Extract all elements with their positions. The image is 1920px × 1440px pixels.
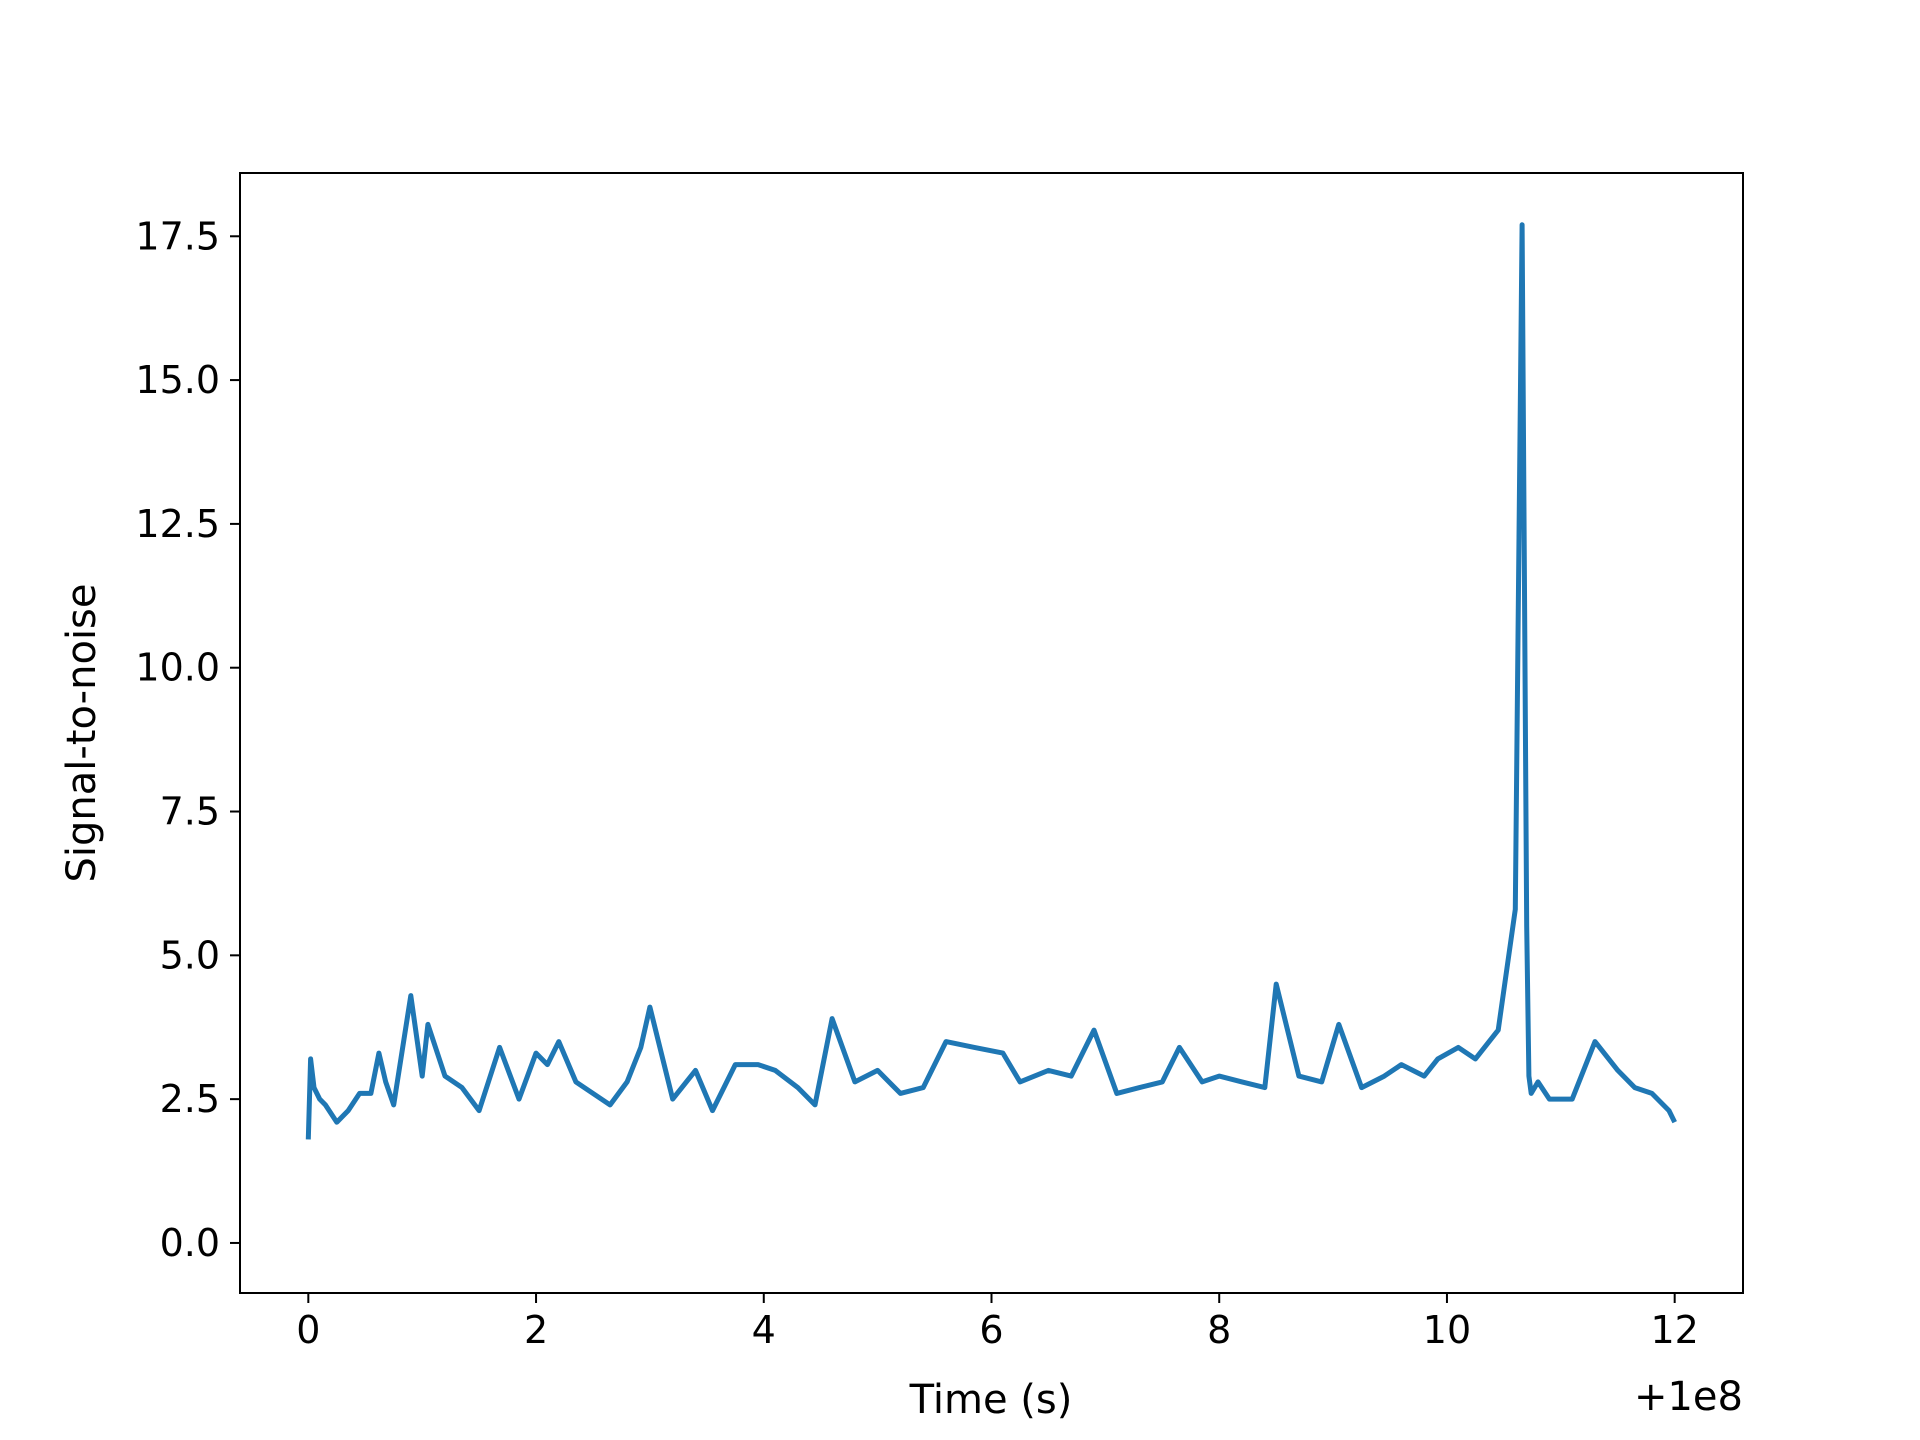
y-tick-label: 10.0 bbox=[135, 646, 220, 690]
snr-line-series bbox=[305, 222, 1677, 1140]
y-tick-label: 2.5 bbox=[160, 1077, 220, 1121]
series-line-0 bbox=[305, 222, 1677, 1140]
y-tick-label: 7.5 bbox=[160, 790, 220, 834]
y-tick-label: 12.5 bbox=[135, 502, 220, 546]
x-tick-label: 2 bbox=[524, 1308, 548, 1352]
x-axis-ticks: 0 2 4 6 8 10 12 bbox=[296, 1293, 1699, 1352]
y-tick-label: 0.0 bbox=[160, 1221, 220, 1265]
y-axis-label: Signal-to-noise bbox=[59, 583, 105, 882]
x-tick-label: 10 bbox=[1423, 1308, 1471, 1352]
x-axis-offset-label: +1e8 bbox=[1634, 1374, 1743, 1420]
y-tick-label: 5.0 bbox=[160, 933, 220, 977]
x-tick-label: 6 bbox=[979, 1308, 1003, 1352]
y-axis-ticks: 0.0 2.5 5.0 7.5 10.0 12.5 15.0 17.5 bbox=[135, 214, 240, 1265]
x-tick-label: 12 bbox=[1651, 1308, 1699, 1352]
x-axis-label: Time (s) bbox=[909, 1377, 1073, 1423]
x-tick-label: 0 bbox=[296, 1308, 320, 1352]
y-tick-label: 17.5 bbox=[135, 214, 220, 258]
x-tick-label: 4 bbox=[752, 1308, 776, 1352]
x-tick-label: 8 bbox=[1207, 1308, 1231, 1352]
y-tick-label: 15.0 bbox=[135, 358, 220, 402]
